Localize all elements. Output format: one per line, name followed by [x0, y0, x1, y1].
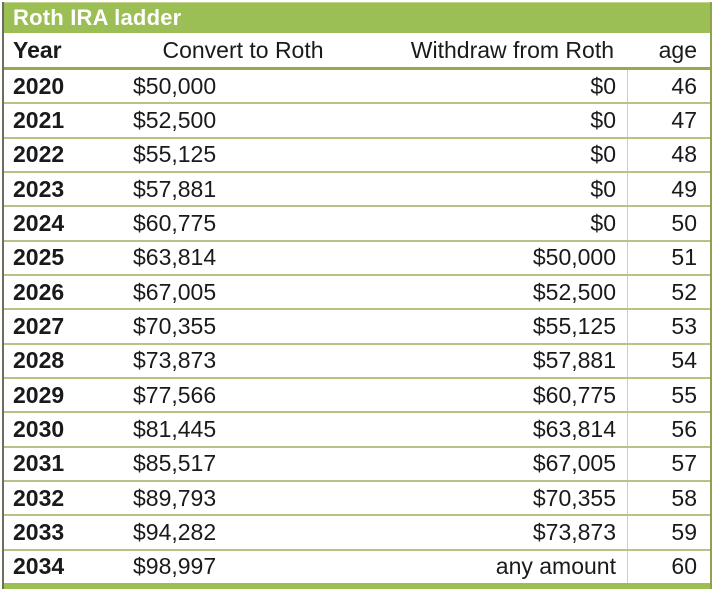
convert-to-roth-cell: $98,997	[133, 553, 217, 580]
table-header-row: Year Convert to Roth Withdraw from Roth …	[4, 33, 710, 70]
table-row: 2023 $57,881 $0 49	[4, 172, 710, 208]
convert-to-roth-cell: $67,005	[133, 278, 217, 305]
year-cell: 2027	[13, 312, 65, 339]
convert-to-roth-cell: $77,566	[133, 381, 217, 408]
year-cell: 2031	[13, 450, 65, 477]
age-cell: 54	[627, 344, 710, 377]
age-cell: 59	[627, 516, 710, 549]
withdraw-from-roth-cell: $0	[590, 209, 616, 236]
convert-to-roth-cell: $50,000	[133, 72, 217, 99]
year-cell: 2032	[13, 484, 65, 511]
withdraw-from-roth-cell: $0	[590, 72, 616, 99]
table-row: 2024 $60,775 $0 50	[4, 207, 710, 242]
age-cell: 58	[627, 481, 710, 515]
table-row: 2034 $98,997 any amount 60	[4, 550, 710, 583]
table-row: 2028 $73,873 $57,881 54	[4, 344, 710, 379]
table-row: 2032 $89,793 $70,355 58	[4, 481, 710, 517]
withdraw-from-roth-cell: $70,355	[532, 484, 616, 511]
convert-to-roth-cell: $70,355	[133, 312, 217, 339]
age-cell: 52	[627, 275, 710, 309]
withdraw-from-roth-cell: $63,814	[532, 415, 616, 442]
withdraw-from-roth-cell: $0	[590, 141, 616, 168]
convert-to-roth-cell: $52,500	[133, 106, 217, 133]
year-cell: 2022	[13, 141, 65, 168]
table-row: 2020 $50,000 $0 46	[4, 70, 710, 105]
convert-to-roth-cell: $57,881	[133, 175, 217, 202]
age-cell: 55	[627, 378, 710, 412]
table-row: 2026 $67,005 $52,500 52	[4, 275, 710, 311]
convert-to-roth-cell: $85,517	[133, 450, 217, 477]
year-cell: 2025	[13, 244, 65, 271]
convert-to-roth-cell: $73,873	[133, 347, 217, 374]
withdraw-from-roth-cell: $57,881	[532, 347, 616, 374]
age-cell: 53	[627, 310, 710, 343]
convert-to-roth-cell: $55,125	[133, 141, 217, 168]
convert-to-roth-cell: $81,445	[133, 415, 217, 442]
year-cell: 2020	[13, 72, 65, 99]
year-cell: 2021	[13, 106, 65, 133]
table-row: 2031 $85,517 $67,005 57	[4, 447, 710, 482]
year-cell: 2029	[13, 381, 65, 408]
column-header-age: age	[658, 36, 697, 63]
age-cell: 46	[627, 70, 710, 103]
withdraw-from-roth-cell: $55,125	[532, 312, 616, 339]
age-cell: 47	[627, 104, 710, 137]
age-cell: 48	[627, 138, 710, 171]
year-cell: 2033	[13, 518, 65, 545]
column-header-year: Year	[13, 36, 62, 63]
table-row: 2030 $81,445 $63,814 56	[4, 413, 710, 448]
table-row: 2021 $52,500 $0 47	[4, 104, 710, 139]
age-cell: 60	[627, 550, 710, 583]
table-row: 2022 $55,125 $0 48	[4, 138, 710, 173]
year-cell: 2024	[13, 209, 65, 236]
column-header-withdraw-from-roth: Withdraw from Roth	[410, 36, 614, 63]
table-row: 2029 $77,566 $60,775 55	[4, 378, 710, 414]
convert-to-roth-cell: $89,793	[133, 484, 217, 511]
withdraw-from-roth-cell: $60,775	[532, 381, 616, 408]
age-cell: 56	[627, 413, 710, 446]
convert-to-roth-cell: $63,814	[133, 244, 217, 271]
withdraw-from-roth-cell: any amount	[495, 553, 616, 580]
withdraw-from-roth-cell: $67,005	[532, 450, 616, 477]
column-header-convert-to-roth: Convert to Roth	[162, 36, 324, 63]
withdraw-from-roth-cell: $73,873	[532, 518, 616, 545]
year-cell: 2030	[13, 415, 65, 442]
age-cell: 50	[627, 207, 710, 240]
age-cell: 51	[627, 241, 710, 274]
age-cell: 57	[627, 447, 710, 480]
roth-ladder-table: Roth IRA ladder Year Convert to Roth Wit…	[2, 2, 712, 589]
year-cell: 2026	[13, 278, 65, 305]
table-body: 2020 $50,000 $0 46 2021 $52,500 $0 47 20…	[4, 70, 710, 583]
withdraw-from-roth-cell: $52,500	[532, 278, 616, 305]
convert-to-roth-cell: $94,282	[133, 518, 217, 545]
convert-to-roth-cell: $60,775	[133, 209, 217, 236]
year-cell: 2034	[13, 553, 65, 580]
withdraw-from-roth-cell: $0	[590, 175, 616, 202]
table-bottom-border	[4, 583, 710, 589]
table-row: 2033 $94,282 $73,873 59	[4, 516, 710, 551]
year-cell: 2023	[13, 175, 65, 202]
age-cell: 49	[627, 172, 710, 206]
table-row: 2027 $70,355 $55,125 53	[4, 310, 710, 345]
withdraw-from-roth-cell: $50,000	[532, 244, 616, 271]
table-title: Roth IRA ladder	[4, 2, 710, 33]
withdraw-from-roth-cell: $0	[590, 106, 616, 133]
year-cell: 2028	[13, 347, 65, 374]
table-row: 2025 $63,814 $50,000 51	[4, 241, 710, 276]
